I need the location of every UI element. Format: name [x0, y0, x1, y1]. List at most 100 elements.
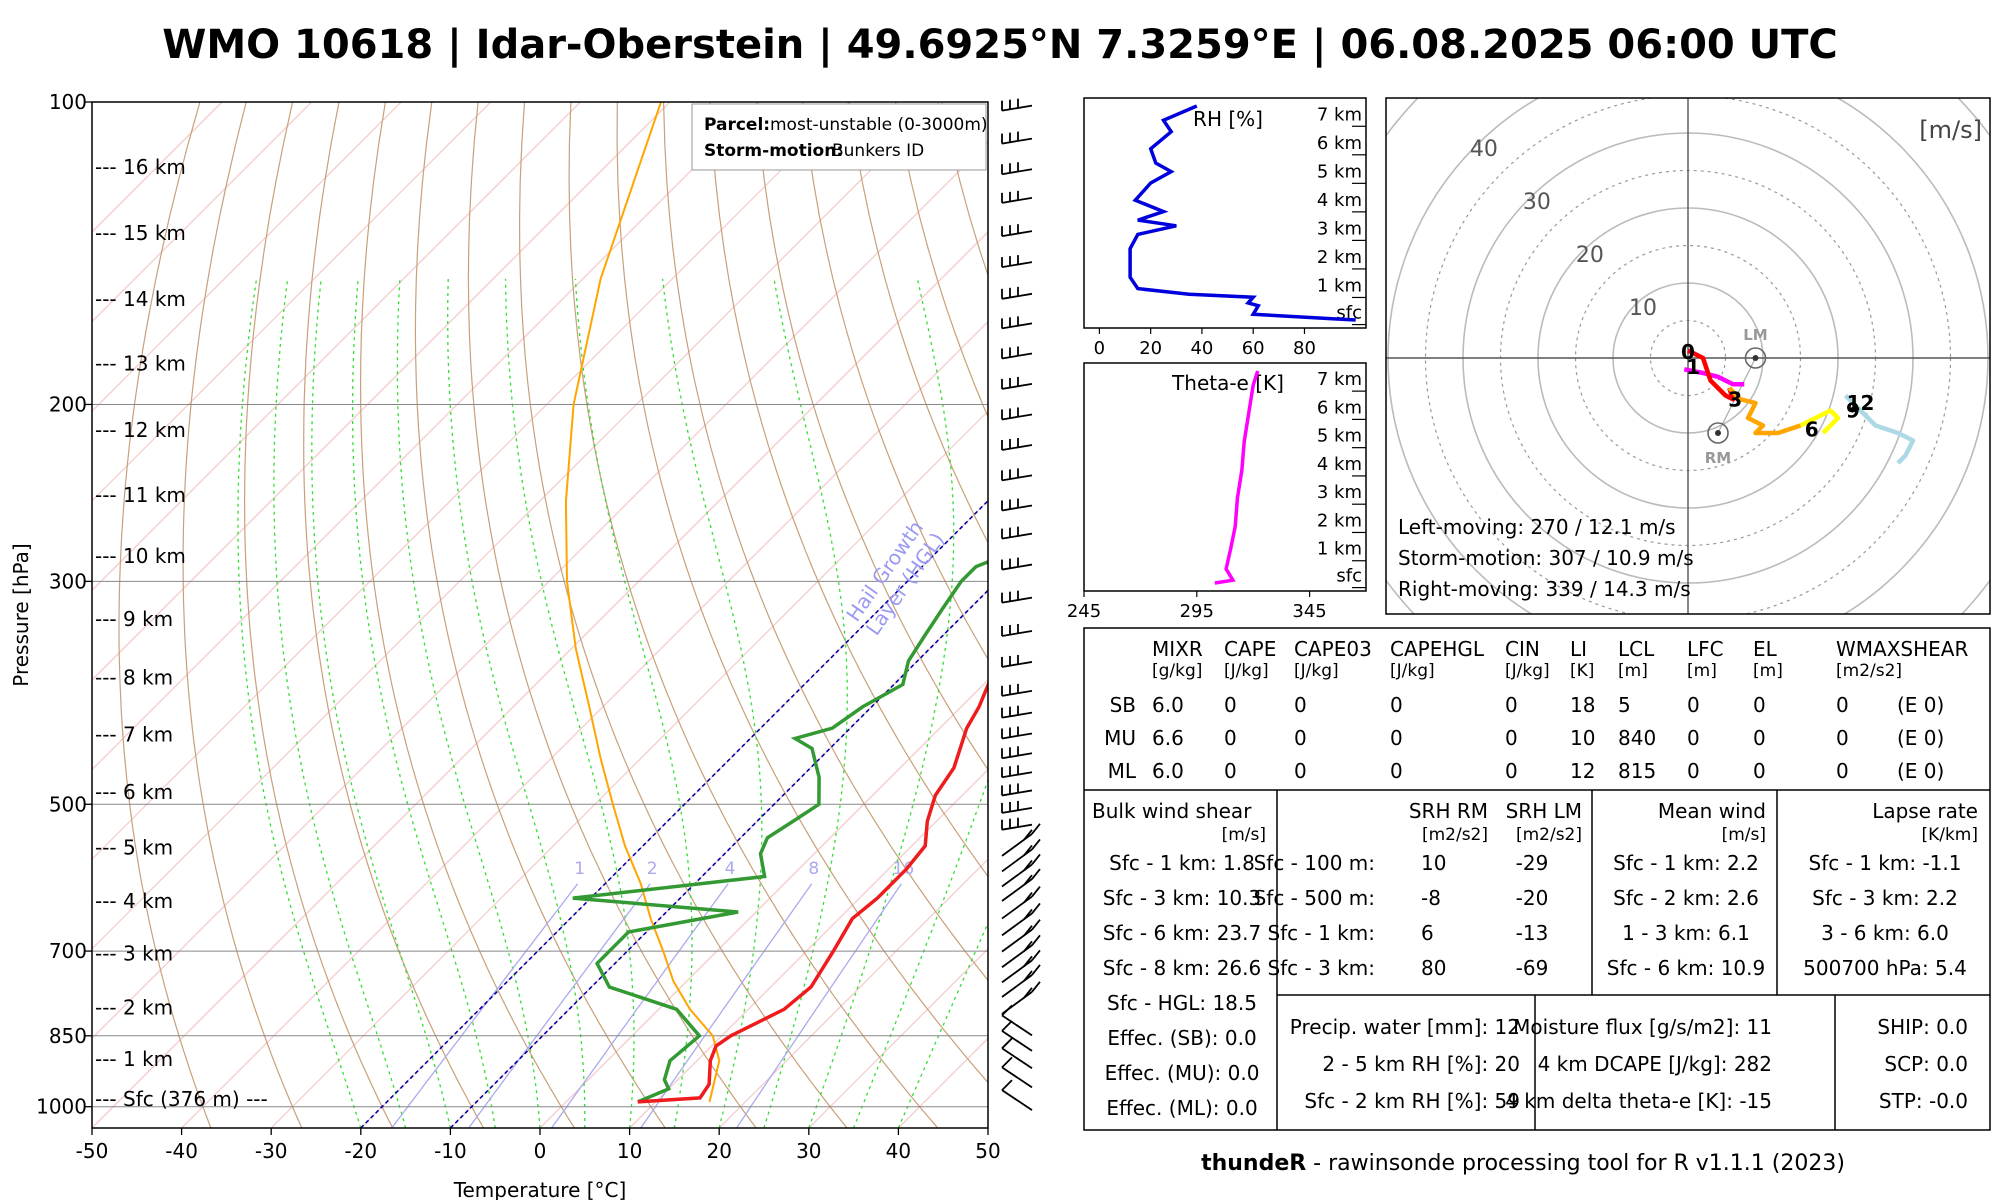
wind-barb — [1001, 437, 1033, 451]
table-cell: 0 — [1753, 693, 1766, 717]
lapse-title: Lapse rate — [1872, 799, 1978, 823]
wind-barb — [1001, 255, 1033, 269]
dry-adiabat-line — [848, 102, 988, 544]
height-level-label: --- 15 km — [95, 221, 186, 245]
table-row-label: MU — [1104, 726, 1136, 750]
srh-row-label: Sfc - 100 m: — [1254, 851, 1375, 875]
skewt-xtick-label: -20 — [344, 1139, 377, 1163]
wind-barb-feather — [1023, 955, 1033, 967]
wind-barb — [1001, 557, 1033, 571]
bulk-shear-row: Effec. (SB): 0.0 — [1107, 1026, 1256, 1050]
mixing-ratio-line — [391, 883, 579, 1128]
wind-barb-feather — [1023, 925, 1033, 937]
wind-barb-staff — [1001, 732, 1033, 740]
height-level-label: --- 8 km — [95, 666, 173, 690]
mixing-ratio-label: 8 — [808, 859, 819, 879]
wind-barb — [1001, 162, 1033, 176]
wind-barb-staff — [1001, 711, 1033, 719]
skewt-ptick-label: 100 — [49, 90, 87, 114]
mean-wind-row: Sfc - 2 km: 2.6 — [1613, 886, 1759, 910]
table-unit: [m] — [1618, 661, 1648, 681]
moist-adiabat-line — [808, 278, 955, 1128]
hodograph-height-marker: 0 — [1681, 340, 1695, 364]
srh-rm-value: 6 — [1421, 921, 1434, 945]
table-cell: 0 — [1836, 726, 1849, 750]
table-cell: 10 — [1570, 726, 1595, 750]
skewt-xtick-label: 30 — [796, 1139, 821, 1163]
srh-rm-unit: [m2/s2] — [1422, 825, 1488, 845]
wind-barb-staff — [1001, 689, 1033, 697]
mixing-ratio-label: 1 — [574, 859, 585, 879]
srh-row-label: Sfc - 3 km: — [1267, 956, 1375, 980]
isotherm-line — [897, 1037, 988, 1128]
mixing-ratio-label: 2 — [647, 859, 658, 879]
wind-barb — [1001, 919, 1041, 953]
thetae-xtick-label: 245 — [1067, 601, 1101, 622]
hodograph-chart: 10 20 30 40 01 3 6 912 LM RM — [1386, 98, 1990, 614]
wind-barb-feather — [1023, 844, 1033, 856]
wind-barb — [1001, 526, 1033, 540]
wind-barb — [1001, 590, 1033, 604]
wind-barb-feather — [1001, 1020, 1013, 1032]
bulk-shear-row: Sfc - 1 km: 1.8 — [1109, 851, 1255, 875]
isotherm-line — [270, 410, 988, 1128]
figure-title: WMO 10618 | Idar-Oberstein | 49.6925°N 7… — [162, 22, 1838, 69]
table-row-label: ML — [1108, 759, 1137, 783]
dry-adiabat-line — [518, 102, 848, 1128]
hodograph-ring-label: 10 — [1629, 296, 1657, 321]
isotherm-line — [92, 102, 581, 592]
wind-barb — [1001, 654, 1033, 668]
hodograph-segment — [1799, 408, 1841, 435]
hodograph-segment — [1683, 367, 1745, 387]
wind-barb — [1001, 726, 1033, 740]
dry-adiabat-line — [303, 102, 485, 1128]
table-cell: 0 — [1224, 726, 1237, 750]
parameter-table-frame — [1083, 627, 1991, 1131]
rh-height-label: 6 km — [1317, 133, 1362, 154]
table-cell: 12 — [1570, 759, 1595, 783]
mean-wind-rows: Sfc - 1 km: 2.2 Sfc - 2 km: 2.6 1 - 3 km: … — [1607, 851, 1765, 980]
moisture-left-row: Precip. water [mm]: 12 — [1290, 1015, 1520, 1039]
hodograph-segment — [1686, 348, 1736, 402]
skewt-axes: -50 -40 -30 -20 -10 0 10 20 30 40 50 100 200 300 500 70… — [36, 90, 1001, 1163]
wind-barb — [1001, 838, 1041, 873]
wind-barb-feather — [1023, 829, 1033, 841]
hgl-boundary-line — [360, 499, 988, 1128]
wind-barb-staff — [1001, 137, 1033, 145]
wind-barb — [1001, 902, 1041, 937]
wind-barb — [1001, 498, 1033, 512]
isotherm-line — [92, 102, 402, 413]
hodograph-panel: 10 20 30 40 01 3 6 912 LM RM [m/s] Left-moving: 2… — [1385, 97, 1991, 615]
wind-barb-staff — [1001, 630, 1033, 637]
wind-barb-staff — [1001, 823, 1033, 831]
height-level-label: --- 7 km — [95, 722, 173, 746]
height-level-label: --- 12 km — [95, 418, 186, 442]
table-header: CAPE — [1224, 637, 1276, 661]
skewt-xtick-label: -30 — [255, 1139, 288, 1163]
table-header: CIN — [1505, 637, 1540, 661]
wind-barb-staff — [1001, 292, 1033, 300]
wind-barb-staff — [1001, 1014, 1033, 1037]
hodograph-height-marker: 6 — [1805, 417, 1819, 441]
dry-adiabat-line — [243, 102, 394, 1128]
table-cell: 0 — [1753, 726, 1766, 750]
bulk-unit: [m/s] — [1222, 825, 1266, 845]
thetae-title: Theta-e [K] — [1171, 371, 1284, 395]
table-cell: 0 — [1224, 759, 1237, 783]
moist-adiabat-line — [311, 278, 452, 1128]
wind-barb — [1001, 623, 1033, 637]
lapse-rate-row: 3 - 6 km: 6.0 — [1821, 921, 1949, 945]
lapse-rate-row: 500700 hPa: 5.4 — [1803, 956, 1967, 980]
rh-xtick-label: 40 — [1190, 338, 1213, 359]
srh-lm-unit: [m2/s2] — [1516, 825, 1582, 845]
table-header: CAPE03 — [1294, 637, 1372, 661]
hgl-boundary-line — [449, 589, 988, 1128]
footer-brand: thundeR — [1201, 1151, 1306, 1176]
wind-barb — [1001, 131, 1033, 145]
table-cell: 0 — [1836, 693, 1849, 717]
wind-barb-staff — [1001, 504, 1033, 512]
temperature-line — [637, 680, 988, 1104]
table-cell: 6.0 — [1152, 693, 1184, 717]
wind-barb — [1001, 316, 1033, 330]
